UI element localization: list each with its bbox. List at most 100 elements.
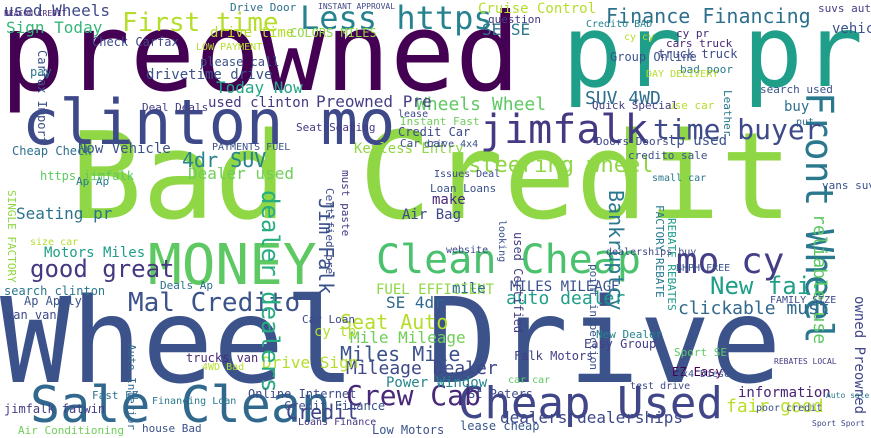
cloud-word: point inspection <box>587 264 600 370</box>
cloud-word: Clean Cheap <box>376 237 641 283</box>
cloud-word: reliable use <box>809 214 830 345</box>
cloud-word: Certified pre <box>323 188 336 275</box>
cloud-word: Sale Clean <box>30 376 332 434</box>
cloud-word: lease cheap <box>460 419 540 433</box>
cloud-word: dealer dealers <box>256 190 284 393</box>
cloud-word: put <box>796 117 815 128</box>
cloud-word: Ap Ap <box>76 175 110 188</box>
cloud-word: drive time <box>210 25 295 41</box>
cloud-word: search used <box>760 83 833 96</box>
cloud-word: Preowned Pre <box>316 92 432 111</box>
cloud-word: bad poor <box>680 63 733 76</box>
cloud-word: Now Vehicle <box>78 141 171 157</box>
cloud-word: LOW PAYMENT <box>196 42 263 53</box>
cloud-word: good great <box>30 255 175 283</box>
cloud-word: New Dealer <box>596 328 663 341</box>
cloud-word: Car car <box>400 137 447 150</box>
cloud-word: DAY DELIVERY <box>646 69 719 80</box>
cloud-word: Cheap Check <box>12 144 92 158</box>
cloud-word: Easy Group <box>584 337 657 351</box>
cloud-word: truck truck <box>658 47 738 61</box>
cloud-word: REBATES LOCAL <box>774 357 837 366</box>
cloud-word: dealerships buy <box>606 247 697 258</box>
cloud-word: time buyer <box>653 113 822 146</box>
cloud-word: Doors Doors <box>596 135 669 148</box>
cloud-word: make <box>432 192 466 208</box>
cloud-word: auto dealer <box>506 288 626 309</box>
cloud-word: suvs auto <box>818 2 871 15</box>
cloud-word: size car <box>30 237 79 248</box>
cloud-word: Quick Special <box>592 99 679 112</box>
cloud-word: EZ Easy <box>672 365 723 379</box>
cloud-word: Mile Mileage <box>350 328 466 347</box>
cloud-word: house Bad <box>142 422 202 435</box>
cloud-word: Seating pr <box>16 204 113 223</box>
cloud-word: used Wheels <box>4 1 110 20</box>
cloud-word: Ap Apply <box>24 294 82 308</box>
cloud-word: MILES MILEAGE <box>510 279 620 295</box>
cloud-word: Air Bag <box>402 207 462 223</box>
cloud-word: BHPH FREE <box>676 263 731 274</box>
cloud-word: used Certified <box>511 232 525 334</box>
cloud-word: SE SE <box>482 20 531 39</box>
cloud-word: vans suv <box>822 179 871 192</box>
cloud-word: drive 4x4 <box>424 139 479 150</box>
cloud-word: buy <box>784 99 810 115</box>
cloud-word: clinton mo <box>22 86 396 159</box>
cloud-word: preowned <box>0 0 521 116</box>
cloud-word: Fast EZ <box>92 389 139 402</box>
cloud-word: Crew Cab <box>346 379 481 412</box>
cloud-word: information <box>738 385 831 401</box>
cloud-word: Wheel Drive <box>0 272 782 410</box>
cloud-word: please call <box>200 55 280 69</box>
cloud-word: test drive <box>630 381 691 392</box>
cloud-word: website <box>446 245 489 256</box>
cloud-word: Instant Fast <box>400 115 480 128</box>
cloud-word: used clinton <box>208 95 310 111</box>
cloud-word: poor credit <box>756 403 823 414</box>
cloud-word: Online Internet <box>248 387 357 401</box>
cloud-word: Auto sale <box>826 391 870 400</box>
cloud-word: Today Now <box>216 78 303 97</box>
cloud-word: St Peters <box>468 387 534 401</box>
cloud-word: Car Loan <box>302 313 355 326</box>
cloud-word: Issues Deal <box>434 169 501 180</box>
cloud-word: Drive Sign <box>262 353 359 372</box>
cloud-word: Loan Loans <box>430 182 497 195</box>
cloud-word: Drive Door <box>230 1 297 14</box>
cloud-word: search clinton <box>4 284 106 298</box>
cloud-word: Leather <box>721 90 734 137</box>
cloud-word: Motors Miles <box>44 245 146 261</box>
cloud-word: cy tp <box>314 324 357 340</box>
cloud-word: car car <box>508 375 551 386</box>
cloud-word: Group Online <box>610 50 697 64</box>
cloud-word: question <box>488 13 541 26</box>
cloud-word: Miles Mile <box>340 342 461 366</box>
cloud-word: PAYMENTS FUEL <box>212 142 291 153</box>
cloud-word: SE 4dr <box>386 293 444 312</box>
cloud-word: https jimfalk <box>40 169 134 183</box>
cloud-word: lease <box>398 109 429 120</box>
cloud-word: trucks van <box>186 351 259 365</box>
cloud-word: FUEL EFFICIENT <box>376 282 495 298</box>
cloud-word: Wheels Wheel <box>416 94 547 115</box>
cloud-word: 4dr SUV <box>182 148 267 172</box>
cloud-word: Low Motors <box>372 423 445 437</box>
cloud-word: Bad Credit <box>70 108 793 247</box>
cloud-word: Credit <box>286 400 359 424</box>
cloud-word: Check Carfax <box>92 35 179 49</box>
cloud-word: SINGLE FACTORY <box>5 190 18 283</box>
cloud-word: BEACON CREDIT <box>4 9 67 18</box>
cloud-word: First time <box>122 8 279 38</box>
cloud-word: looking <box>496 220 507 263</box>
cloud-word: New fair <box>710 272 826 300</box>
cloud-word: cy cy <box>624 32 655 43</box>
cloud-word: Seat Auto <box>340 310 449 334</box>
cloud-word: tp used <box>668 133 728 149</box>
cloud-word: credito sale <box>628 149 708 162</box>
cloud-word: Sport SE <box>674 346 727 359</box>
cloud-word: Loans Finance <box>298 417 377 428</box>
cloud-word: Seat Seating <box>296 121 376 134</box>
cloud-word: van van <box>6 308 57 322</box>
